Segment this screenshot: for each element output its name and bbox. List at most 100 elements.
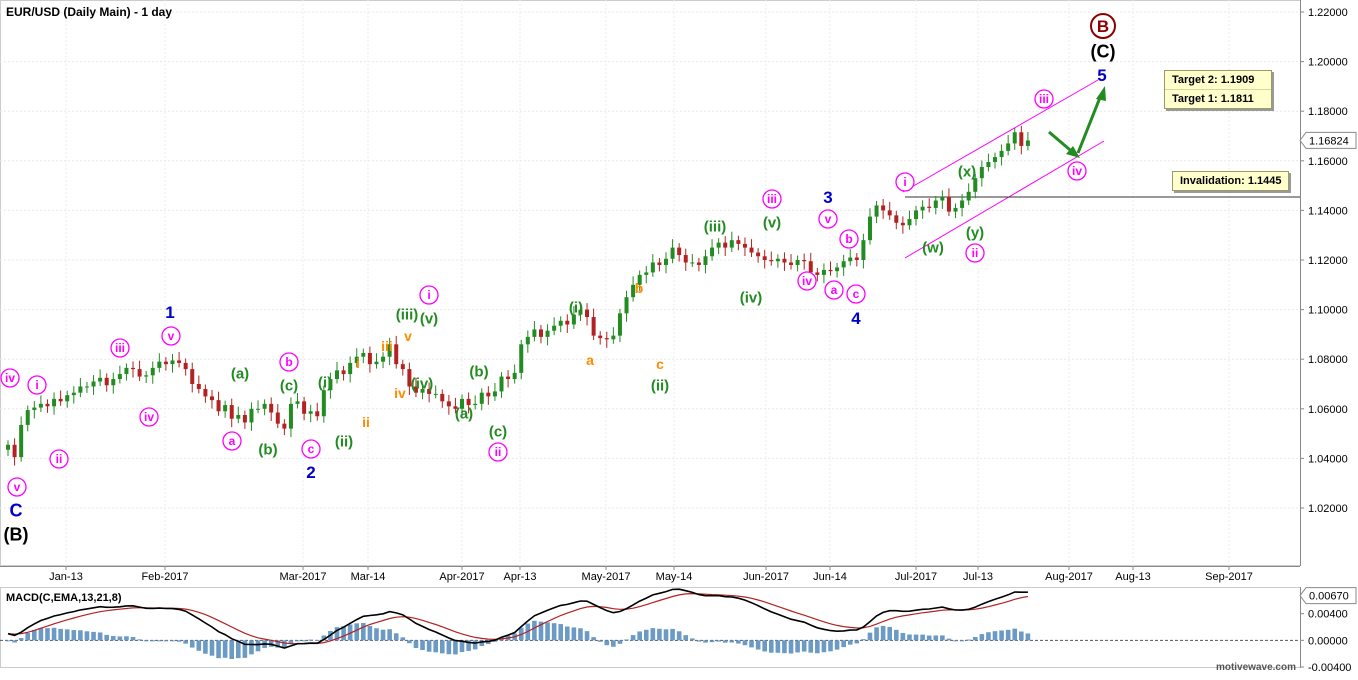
lbl-iii-a-ring bbox=[110, 338, 130, 358]
candle-body bbox=[91, 381, 96, 387]
macd-last-value-label: 0.00670 bbox=[1309, 591, 1349, 603]
macd-histogram-bar bbox=[150, 640, 156, 642]
candle-body bbox=[769, 260, 774, 262]
lbl-i-c-ring bbox=[895, 172, 915, 192]
y-tick-label: 1.12000 bbox=[1308, 255, 1348, 267]
lbl-v-a-ring bbox=[7, 477, 27, 497]
macd-histogram-bar bbox=[492, 640, 498, 642]
lbl-a-paren-b: (a) bbox=[455, 405, 473, 422]
candle-body bbox=[742, 243, 747, 248]
macd-histogram-bar bbox=[907, 634, 912, 641]
lbl-ii-orange: ii bbox=[362, 414, 370, 430]
lbl-a-b: a bbox=[831, 283, 838, 297]
candle-body bbox=[295, 401, 300, 404]
candle-body bbox=[841, 261, 846, 268]
candle-body bbox=[664, 258, 668, 265]
macd-histogram-bar bbox=[479, 640, 485, 646]
price-panel-frame bbox=[0, 0, 1301, 566]
candle-body bbox=[394, 344, 399, 365]
lbl-ii-paren-a: (ii) bbox=[335, 433, 353, 450]
candle-body bbox=[203, 388, 208, 397]
macd-histogram-bar bbox=[446, 640, 452, 655]
projection-arrowhead-up bbox=[1096, 86, 1106, 101]
lbl-b-b: b bbox=[845, 232, 852, 246]
candle-body bbox=[499, 376, 504, 392]
candle-body bbox=[157, 361, 162, 368]
macd-histogram-bar bbox=[795, 640, 800, 653]
lbl-v-b: v bbox=[168, 329, 175, 343]
macd-histogram-bar bbox=[196, 640, 202, 651]
macd-histogram-bar bbox=[183, 640, 188, 644]
macd-y-tick-label: 0.00400 bbox=[1308, 609, 1348, 621]
candle-body bbox=[993, 157, 997, 163]
macd-histogram-bar bbox=[657, 628, 662, 641]
lbl-B-paren: (B) bbox=[4, 524, 29, 544]
lbl-c-paren-a: (c) bbox=[280, 377, 298, 394]
macd-histogram-bar bbox=[926, 635, 932, 641]
candle-body bbox=[979, 167, 984, 179]
candle-body bbox=[828, 269, 833, 272]
lbl-i-c: i bbox=[903, 175, 906, 189]
x-axis: Jan-13 Feb-2017 Mar-2017 Mar-14 Apr-2017 Apr-… bbox=[49, 566, 1253, 583]
macd-histogram-bar bbox=[1019, 631, 1024, 641]
lbl-iv-paren-a: (iv) bbox=[411, 375, 434, 392]
candle-body bbox=[914, 210, 919, 220]
lbl-i-b-ring bbox=[419, 285, 439, 305]
macd-histogram-bar bbox=[1025, 633, 1031, 641]
lbl-1: 1 bbox=[165, 303, 174, 322]
macd-histogram-bar bbox=[486, 640, 491, 645]
macd-histogram-bar bbox=[104, 634, 109, 641]
lbl-c-orange: c bbox=[656, 356, 664, 372]
candle-body bbox=[361, 353, 366, 357]
x-tick-label: Mar-2017 bbox=[279, 571, 326, 583]
macd-histogram-bar bbox=[676, 631, 682, 641]
macd-histogram-bar bbox=[130, 637, 136, 641]
macd-histogram-bar bbox=[591, 637, 596, 641]
candle-body bbox=[617, 313, 622, 336]
candle-body bbox=[558, 320, 563, 326]
candle-body bbox=[104, 377, 109, 386]
candle-body bbox=[354, 356, 359, 363]
lbl-v-paren-b: (v) bbox=[763, 214, 781, 231]
lbl-iii-b-ring bbox=[762, 189, 782, 209]
wave-labels: iv iiivC(B)iiiiv1va(a)(b)b(c)c2(i)(ii)iii… bbox=[0, 13, 1116, 544]
lbl-iv-b-ring bbox=[139, 407, 159, 427]
lbl-c-b-ring bbox=[846, 284, 866, 304]
macd-histogram-bar bbox=[815, 640, 820, 654]
candle-body bbox=[795, 260, 800, 265]
candle-body bbox=[848, 257, 853, 262]
y-tick-label: 1.20000 bbox=[1308, 57, 1348, 69]
candle-body bbox=[282, 423, 287, 429]
candle-body bbox=[427, 388, 432, 394]
lbl-w-paren: (w) bbox=[922, 239, 944, 256]
candle-body bbox=[900, 222, 905, 226]
last-price-tag bbox=[1299, 131, 1357, 149]
macd-histogram-bar bbox=[630, 635, 636, 641]
candle-body bbox=[400, 364, 405, 370]
x-tick-label: Sep-2017 bbox=[1205, 571, 1253, 583]
candle-body bbox=[920, 206, 925, 211]
invalidation-box: Invalidation: 1.1445 bbox=[1172, 171, 1290, 191]
macd-histogram-bar bbox=[999, 630, 1004, 641]
lbl-iii-c: iii bbox=[1039, 92, 1049, 106]
macd-histogram-bar bbox=[229, 640, 235, 659]
macd-histogram-bar bbox=[5, 640, 11, 642]
macd-histogram-bar bbox=[354, 623, 360, 641]
x-tick-label: Jun-14 bbox=[813, 571, 847, 583]
macd-histogram-bar bbox=[861, 639, 866, 641]
lbl-3: 3 bbox=[823, 188, 832, 207]
candle-body bbox=[321, 390, 326, 417]
candle-body bbox=[413, 386, 418, 393]
candle-body bbox=[335, 370, 339, 380]
lbl-v-b-ring bbox=[161, 326, 181, 346]
y-tick-label: 1.10000 bbox=[1308, 305, 1348, 317]
candle-body bbox=[835, 267, 840, 272]
lbl-b-b-ring bbox=[839, 229, 859, 249]
candle-body bbox=[986, 162, 991, 167]
macd-histogram-bar bbox=[38, 627, 44, 641]
macd-histogram-bar bbox=[453, 640, 458, 655]
macd-histogram-bar bbox=[51, 627, 57, 641]
macd-histogram-bar bbox=[841, 640, 846, 648]
candle-body bbox=[703, 256, 708, 265]
lbl-a-a-ring bbox=[222, 431, 242, 451]
